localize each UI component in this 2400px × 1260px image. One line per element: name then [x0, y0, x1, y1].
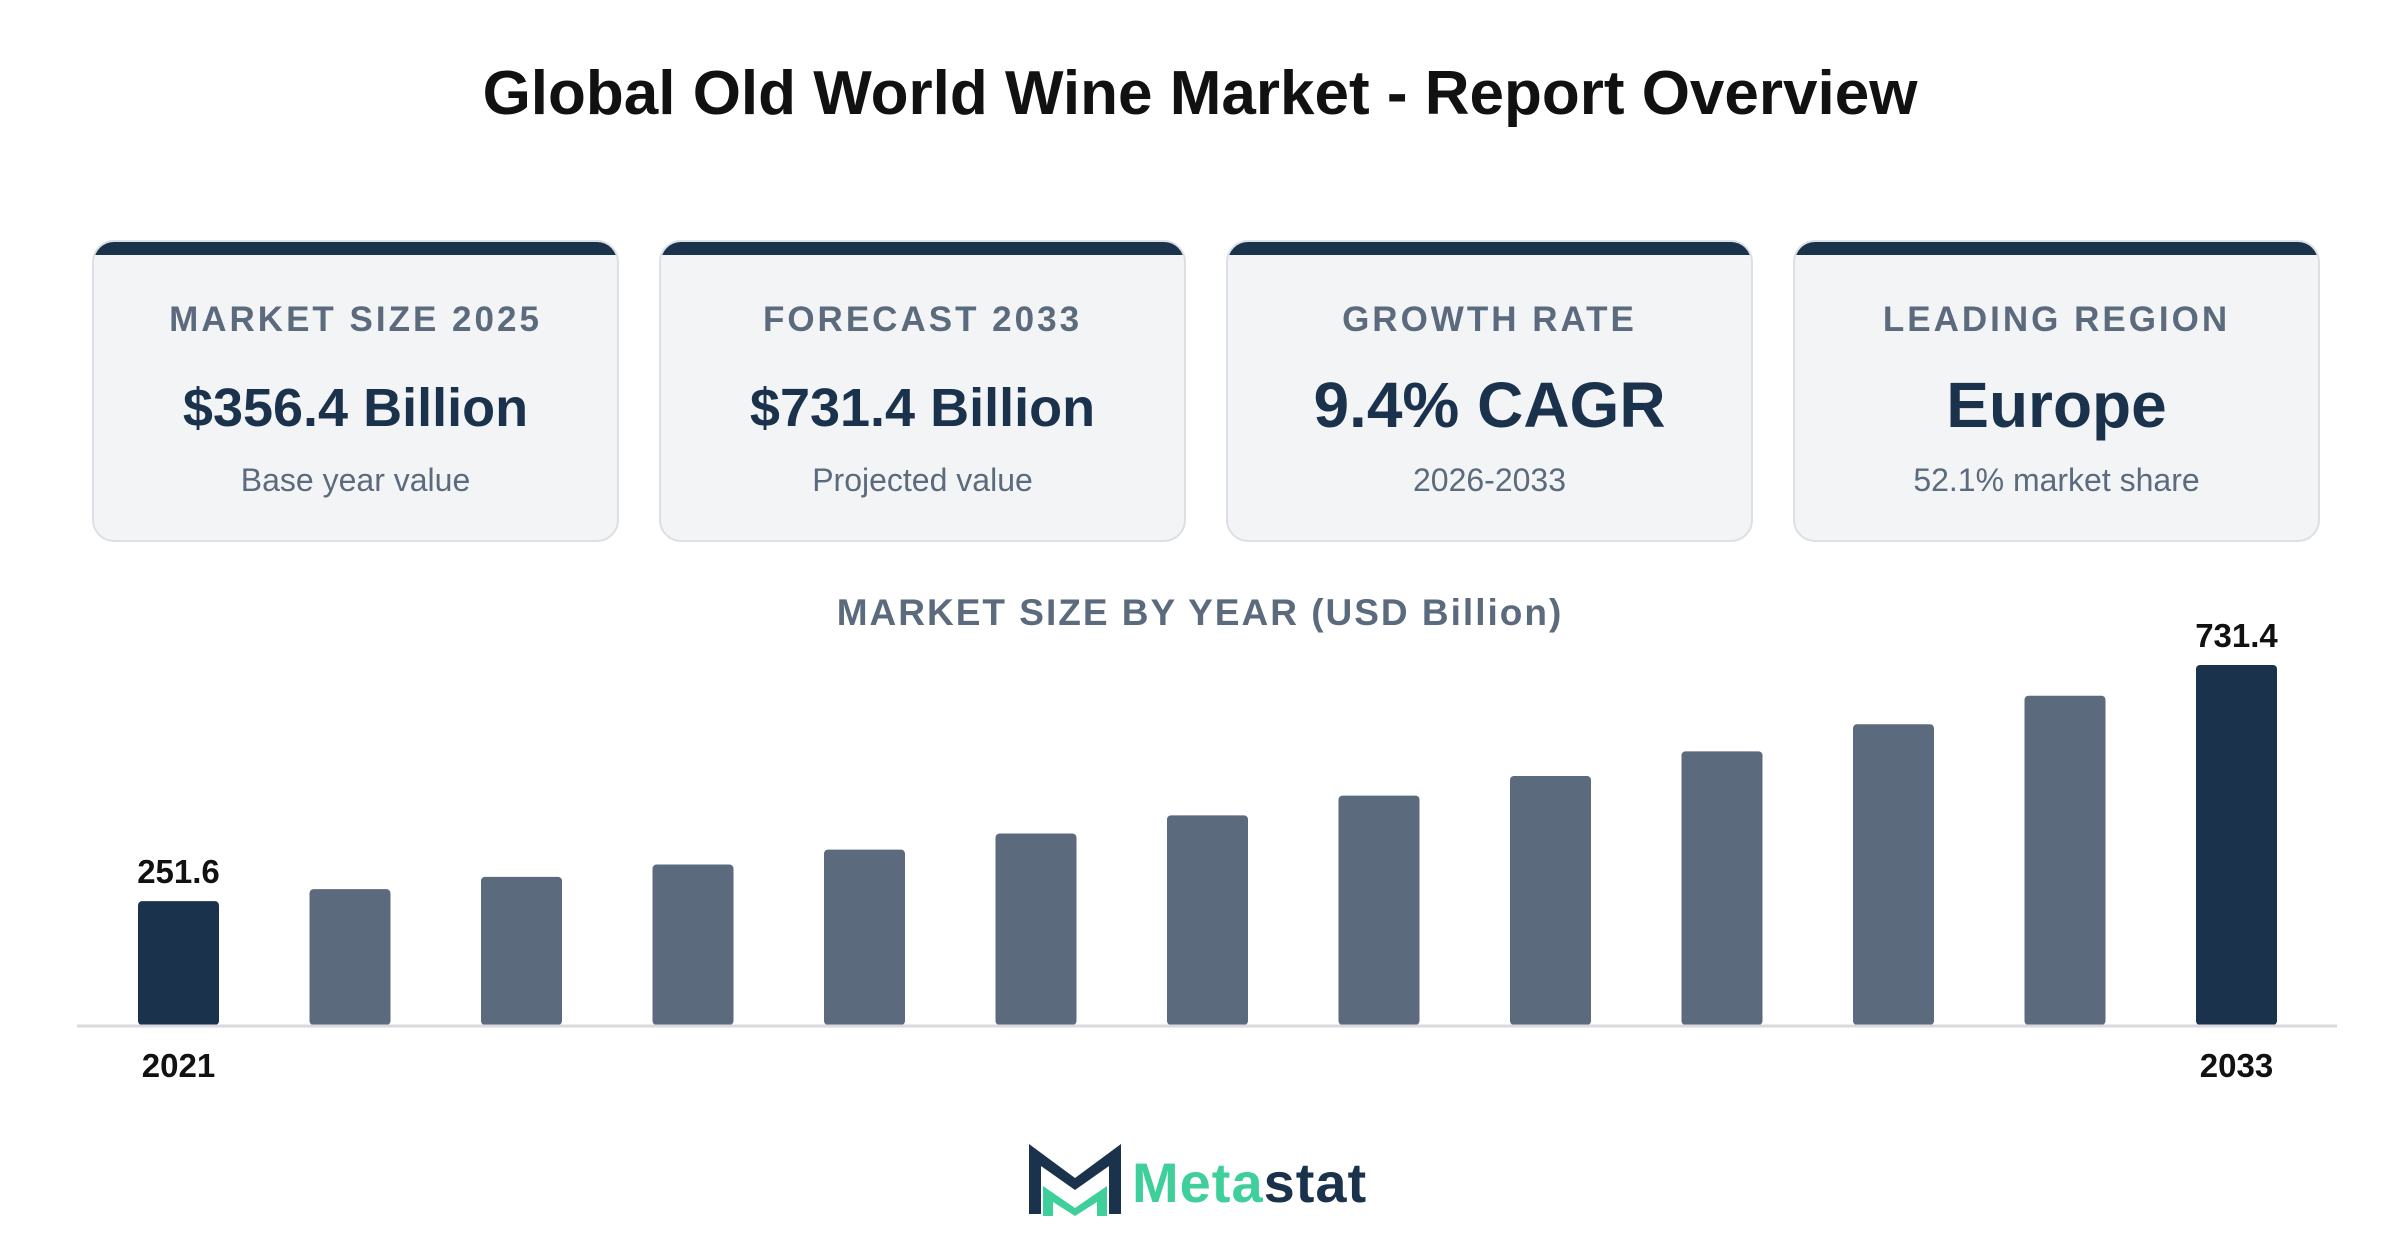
card-subtext: 52.1% market share [1913, 462, 2200, 498]
card-subtext: Projected value [812, 462, 1033, 498]
card-leading-region: LEADING REGION Europe 52.1% market share [1793, 240, 2320, 542]
card-top-bar [94, 242, 617, 255]
bar-2032 [2024, 695, 2106, 1025]
bar-2023 [481, 876, 562, 1025]
bar-2030 [1681, 751, 1763, 1025]
page-title: Global Old World Wine Market - Report Ov… [482, 59, 1918, 128]
bar-2021 [138, 901, 219, 1025]
card-growth-rate: GROWTH RATE 9.4% CAGR 2026-2033 [1226, 240, 1753, 542]
bar-2029 [1510, 775, 1591, 1025]
data-label-2021: 251.6 [137, 853, 220, 890]
card-top-bar [661, 242, 1184, 255]
card-value: $356.4 Billion [182, 378, 529, 438]
card-value: $731.4 Billion [749, 378, 1096, 438]
bar-2022 [309, 889, 391, 1025]
metastat-logo-icon [1029, 1144, 1121, 1216]
data-label-2033: 731.4 [2195, 617, 2278, 654]
card-label: GROWTH RATE [1342, 300, 1637, 339]
card-forecast: FORECAST 2033 $731.4 Billion Projected v… [659, 240, 1186, 542]
bar-2024 [652, 864, 734, 1025]
x-tick-label-2021: 2021 [142, 1047, 215, 1084]
card-label: FORECAST 2033 [762, 300, 1083, 339]
bar-2033 [2196, 665, 2277, 1025]
card-label: MARKET SIZE 2025 [169, 300, 542, 339]
bar-2027 [1167, 815, 1248, 1025]
bar-2025 [824, 849, 905, 1025]
chart-title: MARKET SIZE BY YEAR (USD Billion) [836, 592, 1564, 633]
bar-2026 [995, 833, 1077, 1025]
bar-2031 [1853, 724, 1934, 1025]
metastat-logo-text: Metastat [1132, 1150, 1367, 1215]
card-subtext: Base year value [240, 462, 471, 498]
card-subtext: 2026-2033 [1412, 462, 1567, 498]
x-tick-label-2033: 2033 [2200, 1047, 2273, 1084]
bar-chart: 251.6 2021 731.4 2033 [77, 617, 2337, 1084]
card-value: Europe [1946, 369, 2167, 441]
card-label: LEADING REGION [1882, 300, 2231, 339]
logo-text-stat: stat [1263, 1151, 1368, 1214]
card-market-size: MARKET SIZE 2025 $356.4 Billion Base yea… [92, 240, 619, 542]
bar-2028 [1338, 795, 1420, 1025]
card-top-bar [1795, 242, 2318, 255]
card-value: 9.4% CAGR [1313, 369, 1666, 441]
logo-text-meta: Meta [1132, 1151, 1264, 1214]
card-top-bar [1228, 242, 1751, 255]
